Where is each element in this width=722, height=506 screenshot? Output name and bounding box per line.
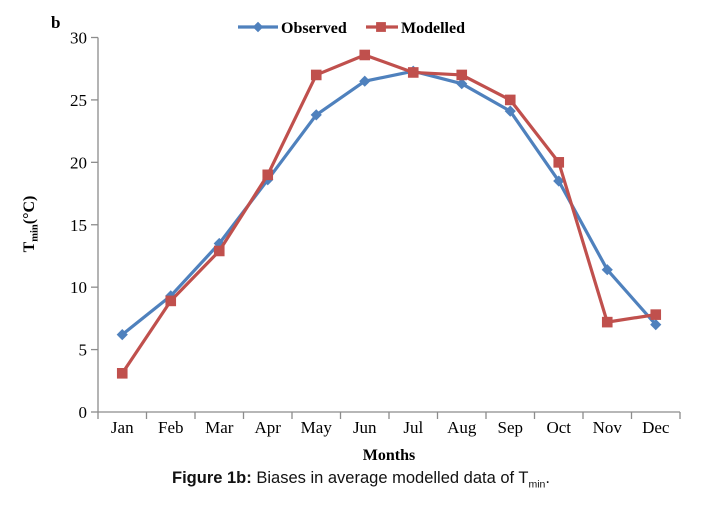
- x-tick-label: May: [301, 418, 333, 437]
- data-point-square: [116, 368, 128, 379]
- y-tick-label: 30: [70, 29, 87, 48]
- legend-label-observed: Observed: [281, 20, 347, 37]
- y-axis-title: Tmin(°C): [21, 196, 41, 253]
- data-point-diamond: [650, 319, 662, 331]
- data-point-diamond: [310, 109, 322, 121]
- data-point-diamond: [252, 21, 264, 33]
- data-point-diamond: [553, 175, 565, 187]
- x-tick-label: Feb: [158, 418, 184, 437]
- y-tick-label: 20: [70, 153, 87, 172]
- caption-period: .: [545, 469, 550, 487]
- data-point-square: [456, 69, 468, 81]
- series-line-modelled: [120, 53, 658, 375]
- y-tick-label: 15: [70, 216, 87, 235]
- data-point-square: [310, 69, 322, 81]
- data-point-square: [165, 295, 177, 307]
- x-tick-label: Oct: [546, 418, 571, 437]
- figure-caption: Figure 1b: Biases in average modelled da…: [0, 469, 722, 490]
- data-point-square: [553, 157, 565, 168]
- y-tick-label: 0: [79, 403, 88, 422]
- panel-letter-label: b: [51, 13, 61, 32]
- x-tick-label: Jun: [353, 418, 377, 437]
- series-line-observed: [120, 69, 658, 337]
- data-point-diamond: [504, 105, 516, 117]
- data-point-diamond: [456, 78, 468, 90]
- data-point-diamond: [601, 264, 613, 276]
- data-point-diamond: [116, 329, 128, 341]
- x-tick-label: Dec: [642, 418, 670, 437]
- line-chart: 0 5 10 15 20 25 30 Jan Feb Mar Apr May Jun Jul Aug Sep O…: [21, 20, 681, 464]
- x-tick-label: Mar: [205, 418, 234, 437]
- caption-text: Biases in average modelled data of T: [251, 469, 529, 487]
- y-tick-label: 10: [70, 278, 87, 297]
- data-point-square: [359, 49, 371, 61]
- data-point-diamond: [359, 75, 371, 87]
- data-point-square: [601, 316, 613, 328]
- x-tick-label: Sep: [498, 418, 524, 437]
- data-point-square: [213, 245, 225, 257]
- y-tick-label: 5: [79, 341, 88, 360]
- x-tick-label: Nov: [593, 418, 623, 437]
- data-point-square: [504, 94, 516, 106]
- caption-subscript: min: [528, 478, 546, 491]
- data-point-square: [262, 169, 274, 181]
- caption-figure-number: Figure 1b:: [172, 469, 252, 487]
- legend-label-modelled: Modelled: [401, 20, 465, 37]
- x-tick-label: Jan: [111, 418, 134, 437]
- y-tick-label: 25: [70, 91, 87, 110]
- x-axis-title: Months: [363, 447, 415, 464]
- data-point-square: [407, 67, 419, 78]
- data-point-square: [650, 309, 662, 320]
- x-tick-label: Apr: [255, 418, 282, 437]
- x-tick-label: Aug: [447, 418, 477, 437]
- x-tick-label: Jul: [403, 418, 423, 437]
- data-point-square: [376, 22, 386, 32]
